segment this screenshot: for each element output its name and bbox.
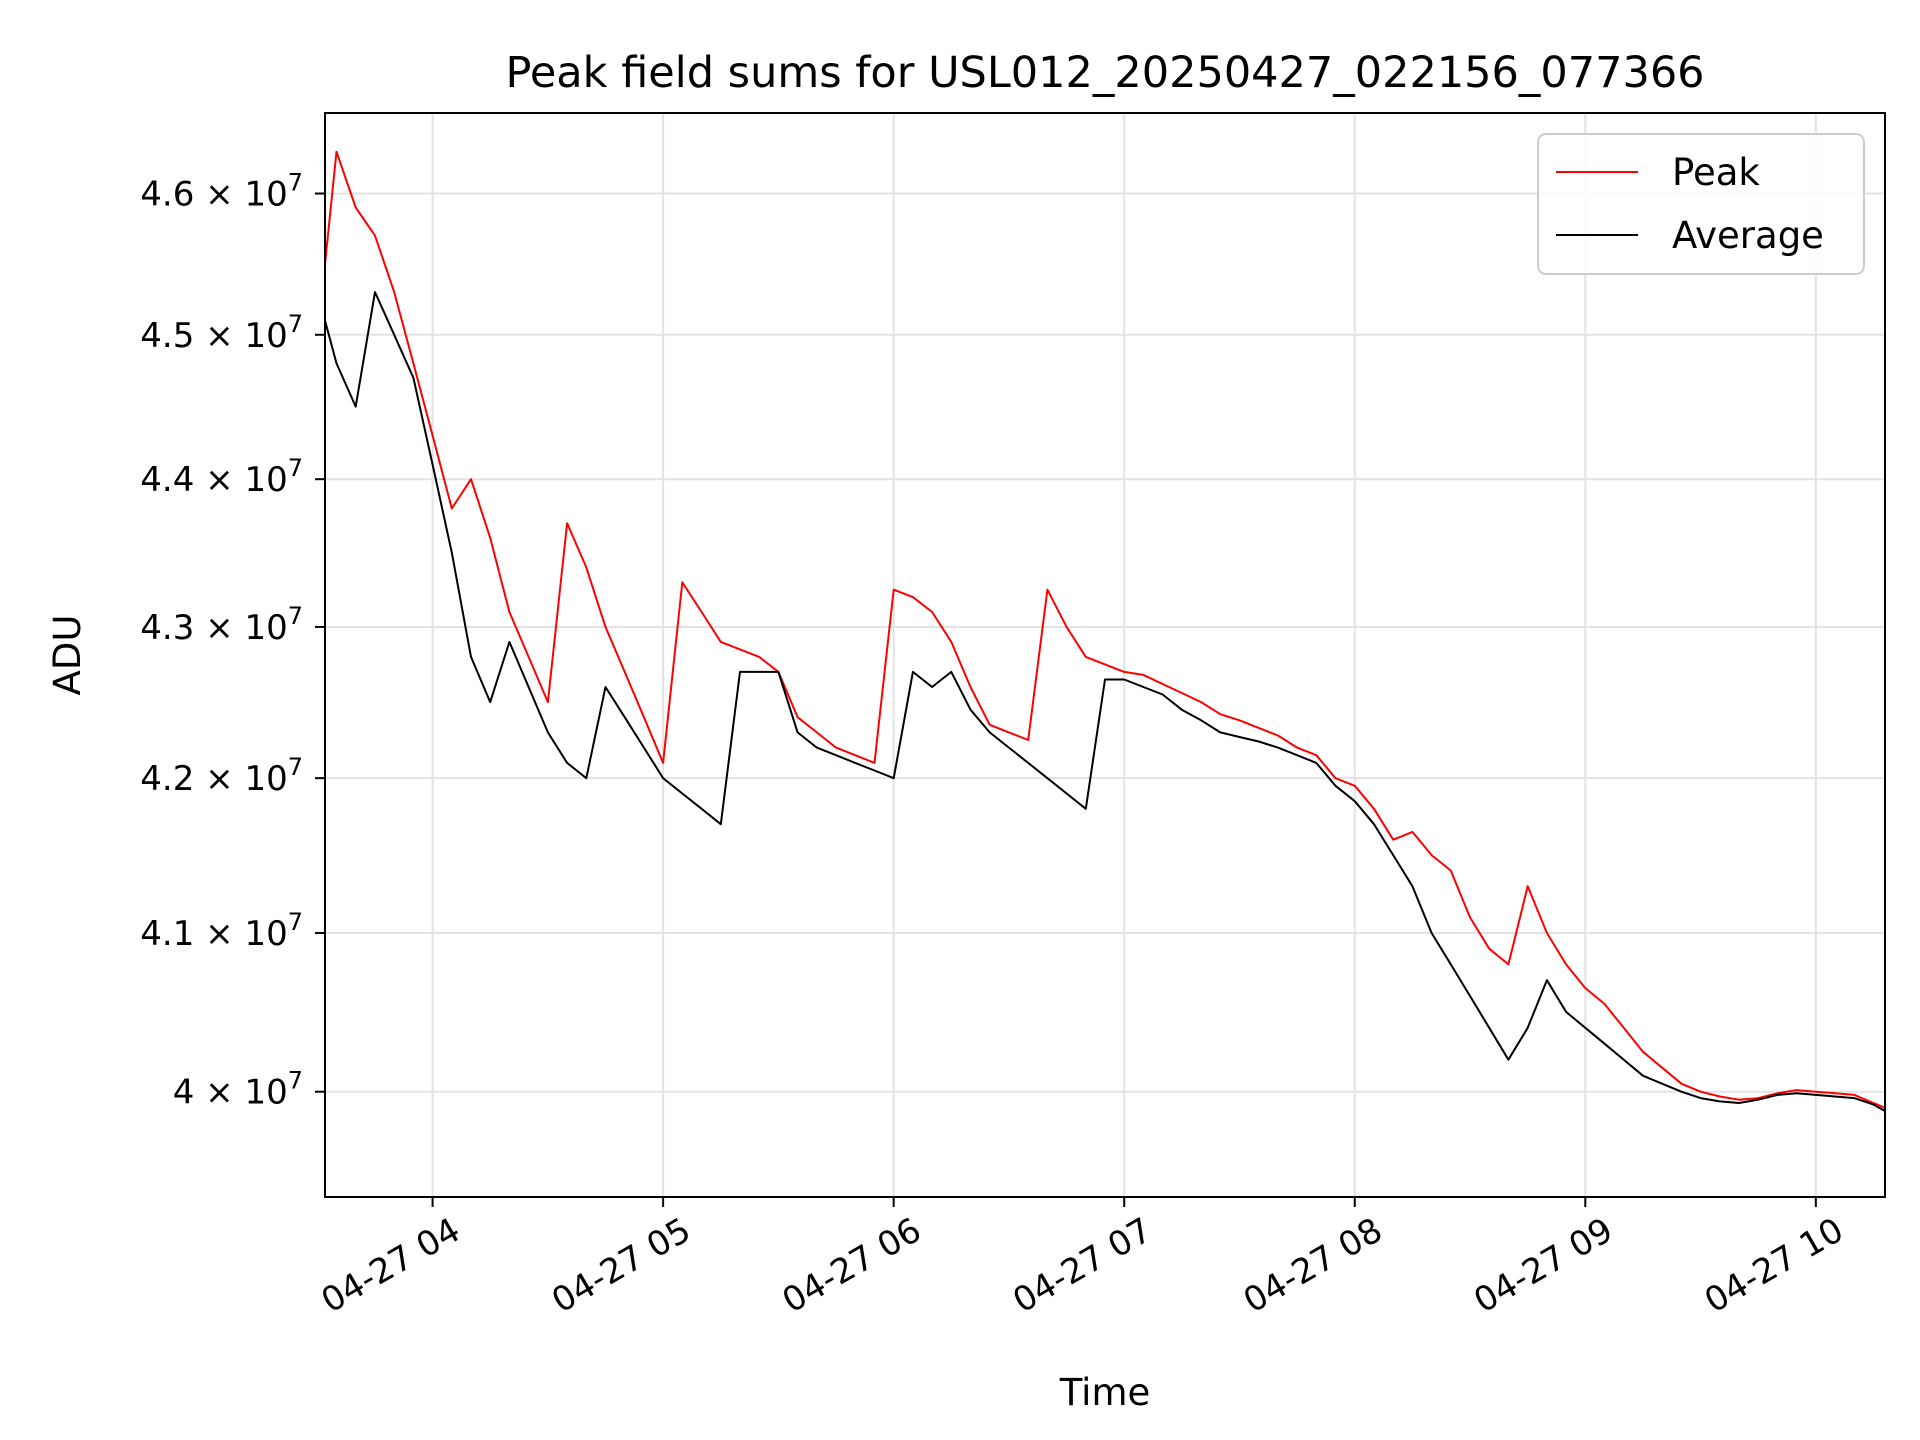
- series-line-average: [324, 291, 1886, 1112]
- plot-area-frame: [324, 112, 1886, 1198]
- y-tick-label: 4.3 × 107: [140, 602, 303, 648]
- tick-marks: [315, 192, 1817, 1207]
- y-tick-label: 4.4 × 107: [140, 454, 303, 500]
- legend-box: [1537, 133, 1865, 275]
- series-line-peak: [324, 150, 1886, 1109]
- y-tick-label: 4.2 × 107: [140, 753, 303, 799]
- legend: Peak Average: [1537, 133, 1865, 275]
- grid: [325, 113, 1885, 1197]
- y-tick-label: 4.6 × 107: [140, 169, 303, 215]
- legend-label-peak: Peak: [1672, 151, 1760, 194]
- y-axis-tick-labels: 4 × 107 4.1 × 107 4.2 × 107 4.3 × 107 4.4 × …: [140, 169, 303, 1113]
- series-layer: [324, 150, 1886, 1112]
- legend-label-average: Average: [1672, 214, 1824, 257]
- chart-title: Peak field sums for USL012_20250427_0221…: [505, 48, 1704, 98]
- y-axis-label: ADU: [46, 615, 89, 696]
- y-tick-label: 4.1 × 107: [140, 908, 303, 954]
- y-tick-label: 4 × 107: [173, 1067, 303, 1113]
- x-axis-label: Time: [1059, 1371, 1151, 1414]
- y-tick-label: 4.5 × 107: [140, 310, 303, 356]
